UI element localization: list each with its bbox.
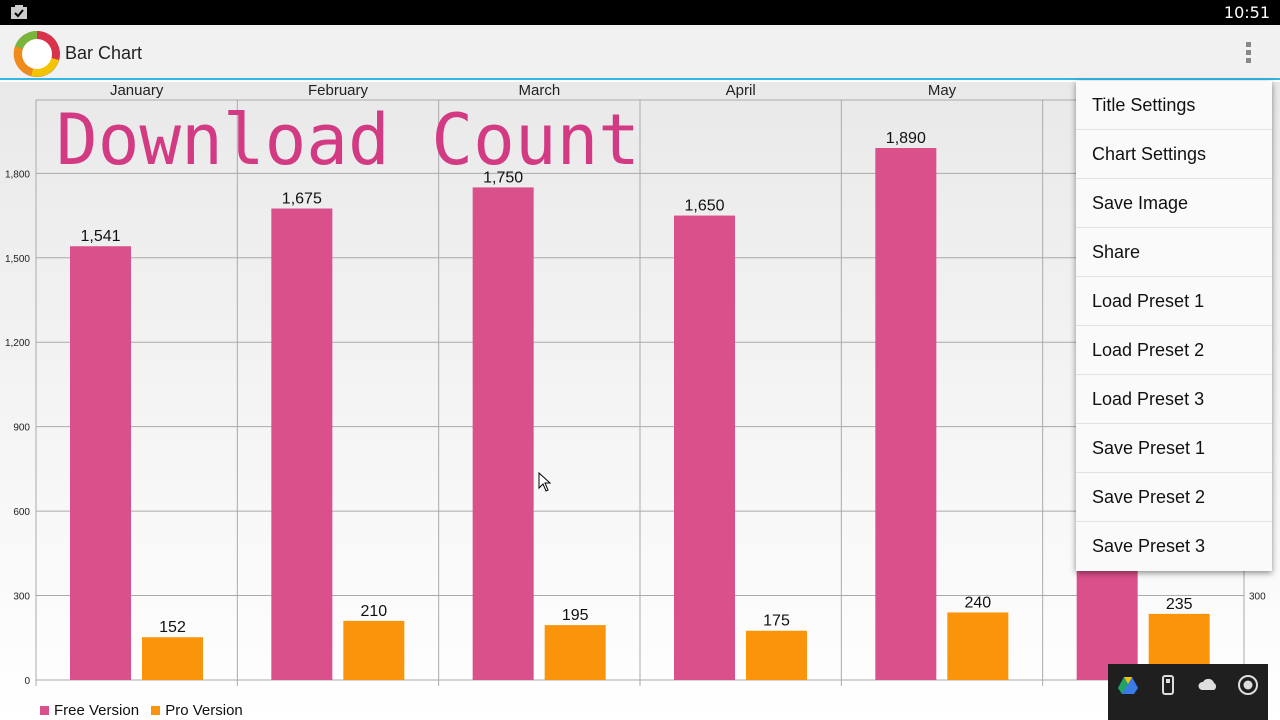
bar-pro-version [544,625,606,680]
status-bar: 10:51 [0,0,1280,25]
right-axis-tick-label: 300 [1249,592,1266,603]
legend-item-free: Free Version [40,702,139,719]
bar-free-version [875,148,937,680]
usb-storage-icon[interactable] [1157,674,1179,696]
status-clock: 10:51 [1223,3,1270,22]
menu-item-save-image[interactable]: Save Image [1076,179,1272,228]
y-tick-label: 1,500 [5,254,30,265]
drive-icon[interactable] [1117,674,1139,696]
legend-item-pro: Pro Version [151,702,243,719]
chart-title: Download Count [56,99,640,181]
bar-pro-version [746,630,807,680]
data-label: 1,890 [886,130,926,147]
x-category-label: January [110,82,164,99]
bar-free-version [472,187,534,680]
bar-free-version [70,246,131,680]
x-category-label: March [518,82,560,99]
menu-item-share[interactable]: Share [1076,228,1272,277]
overflow-menu-icon[interactable] [1236,40,1260,66]
bar-free-version [271,208,333,680]
bar-pro-version [343,620,405,680]
menu-item-save-preset-1[interactable]: Save Preset 1 [1076,424,1272,473]
data-label: 1,541 [80,228,120,245]
bar-chart: 0 300 600 900 1,200 1,500 1,800 300 January Febru… [5,82,1266,687]
system-tray [1108,664,1268,720]
data-label: 152 [159,619,186,636]
notification-icon[interactable] [10,4,28,20]
app-title: Bar Chart [65,43,143,63]
bar-pro-version [142,637,203,680]
menu-item-load-preset-2[interactable]: Load Preset 2 [1076,326,1272,375]
cloud-icon[interactable] [1197,674,1219,696]
menu-item-load-preset-3[interactable]: Load Preset 3 [1076,375,1272,424]
chart-area: 0 300 600 900 1,200 1,500 1,800 300 January Febru… [0,82,1280,720]
y-tick-label: 0 [24,676,30,687]
legend-label-pro: Pro Version [165,702,243,719]
data-label: 1,750 [483,169,523,186]
action-bar: Bar Chart [0,25,1280,80]
data-label: 235 [1166,596,1193,613]
chart-legend: Free Version Pro Version [40,702,251,719]
legend-label-free: Free Version [54,702,140,719]
app-logo-icon[interactable] [13,30,61,78]
bar-free-version [674,215,735,681]
data-label: 175 [763,613,790,630]
y-tick-label: 600 [13,507,30,518]
data-label: 1,650 [684,198,724,215]
menu-item-load-preset-1[interactable]: Load Preset 1 [1076,277,1272,326]
mouse-cursor-icon [538,472,552,492]
legend-swatch-free [40,706,49,715]
data-label: 195 [562,607,589,624]
y-tick-label: 900 [13,423,30,434]
overflow-menu: Title Settings Chart Settings Save Image… [1076,81,1272,571]
y-tick-label: 1,200 [5,338,30,349]
x-category-label: May [928,82,957,99]
menu-item-chart-settings[interactable]: Chart Settings [1076,130,1272,179]
legend-swatch-pro [151,706,161,715]
menu-item-title-settings[interactable]: Title Settings [1076,81,1272,130]
menu-item-save-preset-3[interactable]: Save Preset 3 [1092,536,1206,556]
x-category-label: April [726,82,756,99]
data-label: 1,675 [282,191,322,208]
bar-pro-version [947,612,1009,680]
data-label: 240 [964,594,991,611]
data-label: 210 [360,603,387,620]
record-icon[interactable] [1237,674,1259,696]
y-tick-label: 300 [13,592,30,603]
menu-item-save-preset-2[interactable]: Save Preset 2 [1076,473,1272,522]
x-category-label: February [308,82,369,99]
y-tick-label: 1,800 [5,169,30,180]
